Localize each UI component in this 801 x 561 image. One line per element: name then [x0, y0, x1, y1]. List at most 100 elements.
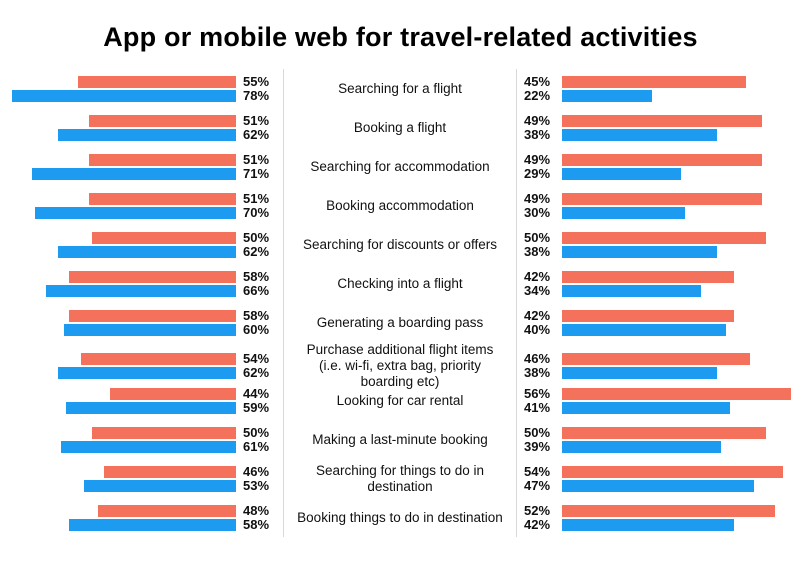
left-bar-group [6, 231, 236, 258]
left-blue-percent: 66% [243, 282, 270, 298]
left-coral-percent: 54% [243, 351, 270, 366]
chart-row: 58% 66% Checking into a flight 42% 34% [6, 264, 795, 303]
right-blue-percent: 40% [524, 321, 551, 337]
left-blue-bar [57, 245, 236, 258]
right-blue-bar [562, 245, 718, 258]
left-blue-bar [46, 284, 236, 297]
left-coral-bar [89, 192, 236, 205]
right-percent-labels: 54% 47% [517, 463, 562, 493]
left-blue-bar [66, 401, 236, 414]
left-blue-percent: 59% [243, 399, 270, 415]
chart-row: 51% 70% Booking accommodation 49% 30% [6, 186, 795, 225]
category-label: Searching for things to do in destinatio… [283, 459, 517, 498]
right-coral-percent: 42% [524, 268, 551, 284]
right-blue-bar [562, 401, 730, 414]
right-coral-bar [562, 426, 767, 439]
right-bar-group [562, 231, 795, 258]
left-coral-bar [98, 504, 236, 517]
right-blue-percent: 42% [524, 516, 551, 532]
left-blue-percent: 71% [243, 165, 270, 181]
right-bar-group [562, 270, 795, 297]
chart-row: 51% 62% Booking a flight 49% 38% [6, 108, 795, 147]
left-coral-bar [89, 114, 236, 127]
left-blue-percent: 58% [243, 516, 270, 532]
left-blue-percent: 78% [243, 87, 270, 103]
left-blue-bar [57, 367, 236, 379]
left-blue-percent: 61% [243, 438, 270, 454]
left-percent-labels: 46% 53% [236, 463, 283, 493]
left-coral-percent: 46% [243, 463, 270, 479]
left-coral-percent: 50% [243, 229, 270, 245]
right-coral-percent: 50% [524, 424, 551, 440]
left-coral-bar [80, 353, 236, 365]
right-blue-percent: 29% [524, 165, 551, 181]
right-blue-bar [562, 128, 718, 141]
right-bar-group [562, 387, 795, 414]
right-percent-labels: 56% 41% [517, 386, 562, 415]
right-blue-percent: 38% [524, 365, 551, 380]
right-coral-percent: 54% [524, 463, 551, 479]
chart-row: 58% 60% Generating a boarding pass 42% 4… [6, 303, 795, 342]
right-coral-bar [562, 504, 775, 517]
right-blue-percent: 38% [524, 243, 551, 259]
left-blue-percent: 62% [243, 243, 270, 259]
right-percent-labels: 42% 40% [517, 308, 562, 337]
category-label: Booking a flight [283, 108, 517, 147]
left-coral-percent: 51% [243, 112, 270, 128]
left-blue-percent: 70% [243, 204, 270, 220]
right-coral-percent: 49% [524, 190, 551, 206]
right-coral-bar [562, 231, 767, 244]
right-bar-group [562, 465, 795, 492]
left-percent-labels: 44% 59% [236, 385, 283, 415]
left-blue-bar [11, 89, 236, 102]
left-blue-bar [31, 167, 236, 180]
right-bar-group [562, 153, 795, 180]
right-blue-bar [562, 323, 726, 336]
left-blue-percent: 60% [243, 321, 270, 337]
category-label: Checking into a flight [283, 264, 517, 303]
chart-row: 48% 58% Booking things to do in destinat… [6, 498, 795, 537]
left-bar-group [6, 153, 236, 180]
right-bar-group [562, 353, 795, 379]
right-coral-bar [562, 465, 783, 478]
left-blue-percent: 53% [243, 477, 270, 493]
left-percent-labels: 51% 70% [236, 191, 283, 220]
right-coral-bar [562, 75, 746, 88]
left-blue-bar [63, 323, 236, 336]
left-bar-group [6, 387, 236, 414]
right-bar-group [562, 309, 795, 336]
left-bar-group [6, 504, 236, 531]
right-coral-bar [562, 387, 791, 400]
left-percent-labels: 48% 58% [236, 502, 283, 532]
right-percent-labels: 49% 29% [517, 151, 562, 181]
category-label: Searching for a flight [283, 69, 517, 108]
right-coral-percent: 49% [524, 112, 551, 128]
left-coral-percent: 44% [243, 385, 270, 401]
chart-row: 50% 62% Searching for discounts or offer… [6, 225, 795, 264]
right-blue-bar [562, 206, 685, 219]
left-percent-labels: 50% 62% [236, 229, 283, 259]
right-coral-percent: 46% [524, 351, 551, 366]
left-coral-bar [92, 426, 236, 439]
left-coral-percent: 58% [243, 268, 270, 284]
left-coral-percent: 48% [243, 502, 270, 518]
category-label: Searching for accommodation [283, 147, 517, 186]
chart-row: 46% 53% Searching for things to do in de… [6, 459, 795, 498]
chart-row: 55% 78% Searching for a flight 45% 22% [6, 69, 795, 108]
left-percent-labels: 50% 61% [236, 425, 283, 454]
right-blue-bar [562, 167, 681, 180]
right-blue-percent: 39% [524, 438, 551, 454]
left-blue-bar [60, 440, 236, 453]
left-blue-bar [34, 206, 236, 219]
left-percent-labels: 55% 78% [236, 74, 283, 103]
left-blue-percent: 62% [243, 126, 270, 142]
left-bar-group [6, 114, 236, 141]
right-bar-group [562, 114, 795, 141]
right-blue-bar [562, 518, 734, 531]
right-blue-percent: 38% [524, 126, 551, 142]
left-blue-percent: 62% [243, 365, 270, 380]
right-coral-percent: 49% [524, 151, 551, 167]
left-coral-percent: 58% [243, 307, 270, 323]
right-percent-labels: 42% 34% [517, 268, 562, 298]
chart-row: 44% 59% Looking for car rental 56% 41% [6, 381, 795, 420]
